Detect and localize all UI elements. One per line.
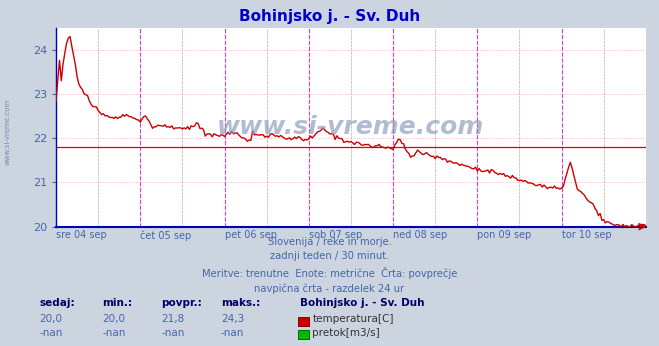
Text: sedaj:: sedaj: <box>40 298 75 308</box>
Text: -nan: -nan <box>40 328 63 338</box>
Text: 21,8: 21,8 <box>161 315 185 325</box>
Text: povpr.:: povpr.: <box>161 298 202 308</box>
Text: pon 09 sep: pon 09 sep <box>477 230 532 240</box>
Text: www.si-vreme.com: www.si-vreme.com <box>5 98 11 165</box>
Text: 20,0: 20,0 <box>102 315 125 325</box>
Text: temperatura[C]: temperatura[C] <box>312 315 394 325</box>
Text: -nan: -nan <box>161 328 185 338</box>
Text: min.:: min.: <box>102 298 132 308</box>
Text: pretok[m3/s]: pretok[m3/s] <box>312 328 380 338</box>
Text: pet 06 sep: pet 06 sep <box>225 230 277 240</box>
Text: maks.:: maks.: <box>221 298 260 308</box>
Text: čet 05 sep: čet 05 sep <box>140 230 192 240</box>
Text: 20,0: 20,0 <box>40 315 63 325</box>
Text: 24,3: 24,3 <box>221 315 244 325</box>
Text: Bohinjsko j. - Sv. Duh: Bohinjsko j. - Sv. Duh <box>300 298 424 308</box>
Text: tor 10 sep: tor 10 sep <box>561 230 611 240</box>
Text: -nan: -nan <box>102 328 125 338</box>
Text: ned 08 sep: ned 08 sep <box>393 230 447 240</box>
Text: Bohinjsko j. - Sv. Duh: Bohinjsko j. - Sv. Duh <box>239 9 420 24</box>
Text: sob 07 sep: sob 07 sep <box>309 230 362 240</box>
Text: sre 04 sep: sre 04 sep <box>56 230 107 240</box>
Text: www.si-vreme.com: www.si-vreme.com <box>217 115 484 139</box>
Text: -nan: -nan <box>221 328 244 338</box>
Text: Slovenija / reke in morje.
zadnji teden / 30 minut.
Meritve: trenutne  Enote: me: Slovenija / reke in morje. zadnji teden … <box>202 237 457 294</box>
